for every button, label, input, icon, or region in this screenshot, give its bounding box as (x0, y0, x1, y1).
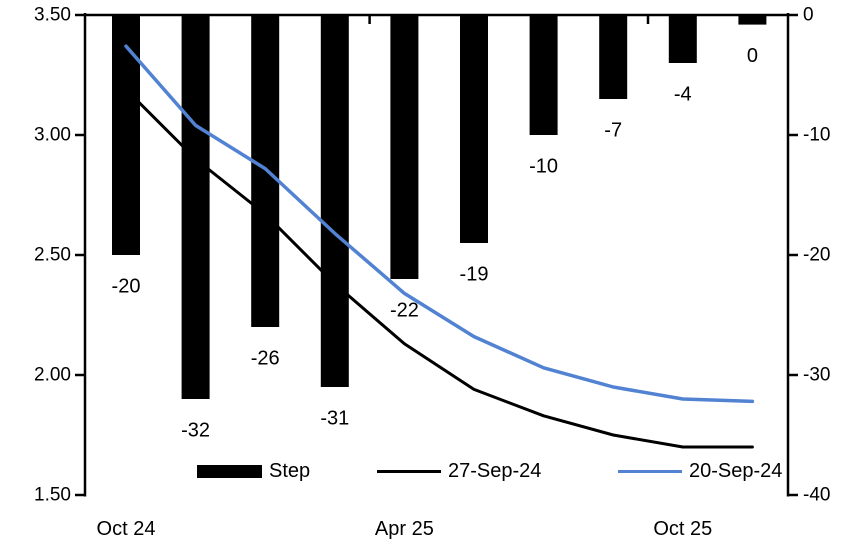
left-axis-label-2: 2.50 (34, 245, 71, 266)
bar-label-1: -32 (181, 420, 210, 442)
bar-label-8: -4 (674, 84, 692, 106)
left-axis-label-4: 1.50 (34, 485, 71, 506)
bar-step-8 (668, 15, 697, 63)
black-line-swatch (377, 469, 441, 473)
chart-legend: Step 27-Sep-24 20-Sep-24 (0, 456, 852, 486)
bar-step-4 (390, 15, 419, 279)
right-axis-label-1: -10 (803, 125, 830, 146)
legend-item-20-sep-24: 20-Sep-24 (618, 456, 782, 486)
legend-label-20-sep-24: 20-Sep-24 (689, 459, 783, 482)
left-axis-label-0: 3.50 (34, 5, 71, 26)
bar-label-9: 0 (747, 45, 758, 67)
left-axis-label-3: 2.00 (34, 365, 71, 386)
bar-label-3: -31 (320, 408, 349, 430)
bar-step-3 (320, 15, 349, 387)
legend-item-step: Step (197, 456, 310, 486)
legend-label-27-sep-24: 27-Sep-24 (448, 459, 542, 482)
bar-step-5 (460, 15, 488, 243)
bar-label-2: -26 (251, 348, 280, 370)
bar-step-0 (112, 15, 140, 255)
bar-label-0: -20 (112, 276, 141, 298)
x-axis-label-0: Oct 24 (97, 518, 156, 540)
bar-label-4: -22 (390, 300, 419, 322)
line-series-20-sep-24 (124, 44, 755, 404)
bar-label-7: -7 (604, 120, 622, 142)
legend-label-step: Step (269, 459, 311, 482)
left-axis-label-1: 3.00 (34, 125, 71, 146)
bar-step-9 (738, 15, 767, 25)
right-axis-label-4: -40 (803, 485, 830, 506)
x-axis-label-1: Apr 25 (375, 518, 434, 540)
blue-line-swatch (618, 469, 682, 473)
step-bar-swatch (197, 464, 262, 478)
x-axis-label-2: Oct 25 (653, 518, 712, 540)
bar-label-5: -19 (460, 264, 489, 286)
bar-step-2 (251, 15, 280, 327)
bar-step-1 (181, 15, 210, 399)
bar-label-6: -10 (529, 156, 558, 178)
bar-step-6 (529, 15, 558, 135)
right-axis-label-3: -30 (803, 365, 830, 386)
right-axis-label-2: -20 (803, 245, 830, 266)
right-axis-label-0: 0 (803, 5, 814, 26)
legend-item-27-sep-24: 27-Sep-24 (377, 456, 541, 486)
line-series-27-sep-24 (124, 87, 754, 449)
bar-step-7 (599, 15, 628, 99)
